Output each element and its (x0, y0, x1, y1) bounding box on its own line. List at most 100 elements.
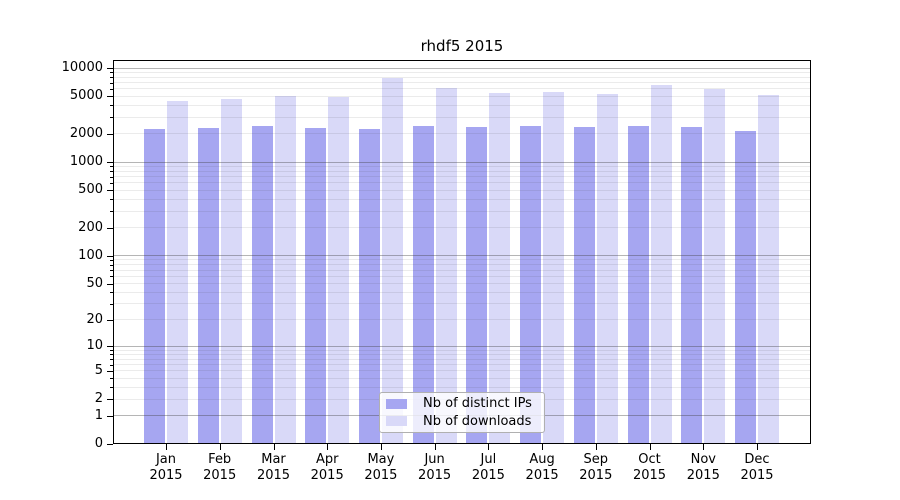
y-tick-label: 0 (94, 436, 103, 451)
gridline (113, 76, 811, 78)
plot-area (113, 60, 811, 444)
bar-downloads (167, 101, 188, 444)
x-tick-label: Oct 2015 (632, 452, 667, 483)
bar-distinct-ips (520, 126, 542, 444)
bar-downloads (381, 78, 403, 444)
y-axis-tick (107, 190, 113, 192)
gridline (113, 182, 811, 184)
gridline (113, 283, 811, 284)
x-axis-tick (649, 444, 651, 450)
y-axis-tick (110, 88, 113, 90)
gridline (113, 161, 811, 163)
bar-downloads (489, 92, 511, 444)
y-tick-label: 200 (78, 219, 103, 235)
x-tick-label: Mar 2015 (256, 452, 291, 483)
gridline (113, 386, 811, 388)
x-axis-tick (434, 444, 436, 450)
bar-distinct-ips (627, 126, 649, 444)
y-tick-label: 50 (86, 275, 103, 291)
bar-downloads (220, 99, 242, 444)
y-axis-tick (107, 370, 113, 372)
bar-distinct-ips (573, 126, 595, 444)
y-axis-tick (110, 82, 113, 84)
y-axis-tick (110, 199, 113, 201)
gridline (113, 71, 811, 73)
y-axis-tick (107, 255, 113, 257)
y-axis-tick (107, 444, 113, 445)
y-tick-label: 2 (94, 391, 103, 407)
x-axis-tick (703, 444, 705, 450)
y-tick-label: 500 (78, 182, 103, 198)
y-tick-label: 1 (94, 407, 103, 423)
gridline (113, 319, 811, 321)
bar-distinct-ips (681, 126, 703, 444)
bar-distinct-ips (466, 126, 488, 444)
y-axis-tick (110, 359, 113, 361)
y-axis-tick (107, 346, 113, 348)
gridline (113, 370, 811, 372)
bar-downloads (596, 93, 618, 444)
bar-distinct-ips (305, 128, 327, 444)
y-axis-tick (107, 68, 113, 69)
x-tick-label: Jul 2015 (471, 452, 505, 483)
bar-downloads (435, 88, 457, 444)
y-tick-label: 20 (86, 311, 103, 327)
y-axis-tick (110, 259, 113, 261)
bar-distinct-ips (144, 129, 165, 444)
x-tick-label: Jun 2015 (418, 452, 452, 483)
x-axis-tick (542, 444, 544, 450)
gridline (113, 259, 811, 261)
gridline (113, 358, 811, 360)
y-axis-tick (107, 96, 113, 98)
y-axis-tick (107, 227, 113, 229)
y-axis-tick (110, 77, 113, 79)
x-axis-tick (380, 444, 382, 450)
gridline (113, 349, 811, 351)
y-axis-tick (110, 211, 113, 212)
y-axis-tick (107, 399, 113, 401)
gridline (113, 303, 811, 305)
y-axis-tick (110, 105, 113, 107)
bar-downloads (758, 94, 779, 444)
legend: Nb of distinct IPs Nb of downloads (379, 392, 545, 433)
bar-downloads (650, 85, 672, 444)
y-axis-tick (110, 364, 113, 366)
x-tick-label: May 2015 (364, 452, 398, 483)
x-tick-label: Apr 2015 (310, 452, 344, 483)
gridline (113, 377, 811, 379)
y-axis-tick (110, 387, 113, 389)
bar-downloads (704, 89, 726, 444)
gridline (113, 198, 811, 200)
y-tick-label: 2000 (69, 125, 103, 141)
x-axis-tick (488, 444, 490, 450)
y-axis-tick (110, 182, 113, 184)
gridline (113, 275, 811, 277)
bar-distinct-ips (735, 131, 756, 444)
gridline (113, 210, 811, 212)
y-axis-tick (110, 117, 113, 119)
gridline (113, 95, 811, 97)
y-tick-label: 5000 (69, 88, 103, 104)
chart-title: rhdf5 2015 (420, 37, 504, 55)
gridline (113, 345, 811, 347)
y-axis-tick (110, 176, 113, 178)
gridline (113, 170, 811, 172)
y-axis-tick (107, 283, 113, 285)
x-axis-tick (219, 444, 221, 450)
y-axis-tick (110, 264, 113, 266)
gridline (113, 133, 811, 135)
bar-distinct-ips (358, 128, 380, 444)
gridline (113, 165, 811, 167)
x-tick-label: Aug 2015 (525, 452, 559, 483)
x-tick-label: Feb 2015 (203, 452, 237, 483)
x-axis-tick (166, 444, 167, 450)
x-tick-label: Dec 2015 (740, 452, 774, 483)
x-axis-tick (327, 444, 329, 450)
bar-downloads (274, 96, 296, 444)
y-tick-label: 5 (94, 362, 103, 378)
gridline (113, 364, 811, 366)
bar-downloads (543, 92, 565, 444)
y-tick-label: 1000 (69, 154, 103, 169)
x-axis-tick (757, 444, 758, 450)
